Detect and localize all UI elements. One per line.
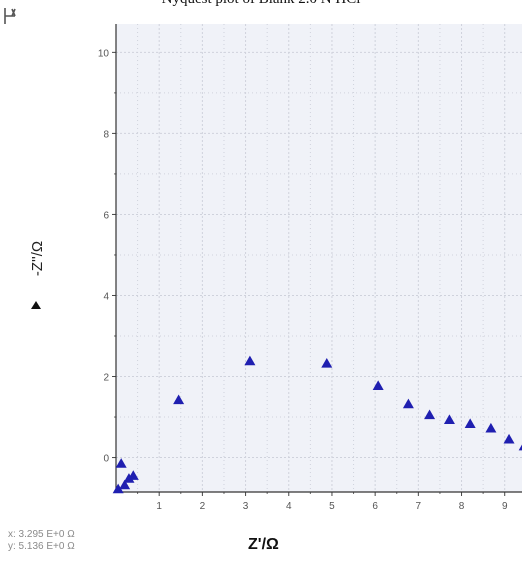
data-point bbox=[321, 358, 333, 368]
y-tick-label: 8 bbox=[103, 129, 109, 140]
y-tick-label: 10 bbox=[98, 48, 110, 59]
x-tick-label: 2 bbox=[200, 501, 206, 512]
y-tick-label: 4 bbox=[103, 291, 109, 302]
tick-labels: 1 2 3 4 5 6 7 8 9 0 2 4 6 8 10 bbox=[98, 48, 508, 512]
data-point bbox=[402, 398, 414, 409]
data-point bbox=[115, 458, 127, 468]
cursor-readout-y: y: 5.136 E+0 Ω bbox=[8, 541, 75, 552]
data-point bbox=[119, 479, 131, 490]
cursor-readout-x: x: 3.295 E+0 Ω bbox=[8, 529, 75, 540]
data-point bbox=[112, 483, 124, 494]
data-point bbox=[443, 414, 455, 425]
data-point bbox=[244, 355, 256, 366]
y-tick-label: 0 bbox=[103, 454, 109, 465]
data-point bbox=[127, 470, 139, 480]
x-tick-label: 9 bbox=[502, 501, 508, 512]
data-points bbox=[112, 355, 522, 494]
x-tick-label: 3 bbox=[243, 501, 249, 512]
data-point bbox=[424, 409, 436, 420]
x-tick-label: 7 bbox=[416, 501, 422, 512]
plot-area[interactable] bbox=[116, 24, 522, 492]
chart-title: Nyquest plot of Blank 2.0 N HCl bbox=[0, 0, 522, 8]
x-tick-label: 1 bbox=[156, 501, 162, 512]
data-point bbox=[464, 418, 476, 429]
data-point bbox=[372, 380, 384, 390]
data-point bbox=[173, 394, 185, 405]
triangle-marker-icon bbox=[31, 301, 41, 309]
y-tick-label: 2 bbox=[103, 373, 109, 384]
grid-lines bbox=[116, 24, 522, 492]
x-tick-label: 8 bbox=[459, 501, 465, 512]
x-axis-label: Z'/Ω bbox=[248, 536, 279, 553]
data-point bbox=[518, 444, 522, 451]
data-point bbox=[485, 422, 497, 433]
data-point bbox=[503, 433, 515, 444]
y-tick-label: 6 bbox=[103, 210, 109, 221]
y-axis-label: -Z''/Ω bbox=[29, 240, 47, 277]
x-tick-label: 6 bbox=[372, 501, 378, 512]
x-tick-label: 5 bbox=[329, 501, 335, 512]
axis-cursor-icon[interactable] bbox=[2, 6, 18, 26]
x-tick-label: 4 bbox=[286, 501, 292, 512]
axes bbox=[112, 24, 522, 496]
